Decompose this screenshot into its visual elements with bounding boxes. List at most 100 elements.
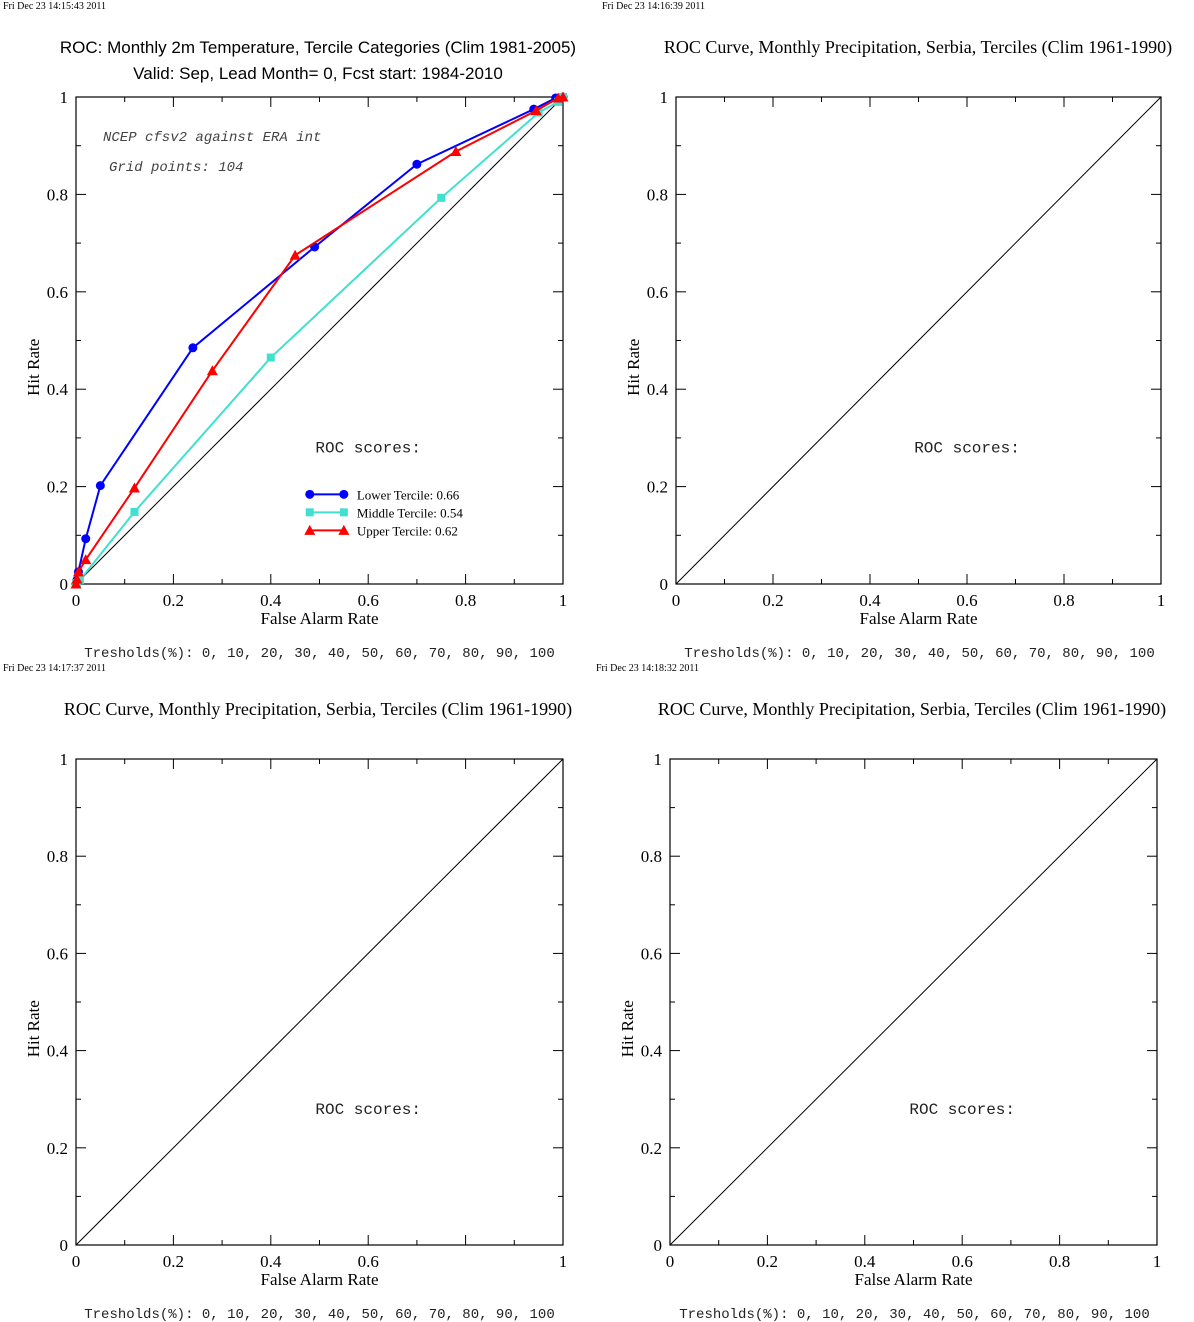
- x-tick-label: 0.2: [163, 591, 184, 610]
- x-axis-label: False Alarm Rate: [260, 1270, 378, 1289]
- roc-scores-label: ROC scores:: [315, 440, 421, 458]
- y-tick-label: 0.2: [647, 478, 668, 497]
- legend-label: Lower Tercile: 0.66: [357, 487, 460, 502]
- x-tick-label: 0.6: [358, 591, 379, 610]
- y-tick-label: 0.6: [641, 944, 662, 963]
- y-tick-label: 0.6: [647, 283, 668, 302]
- thresholds-label: Tresholds(%): 0, 10, 20, 30, 40, 50, 60,…: [679, 1307, 1149, 1322]
- x-tick-label: 0.2: [762, 591, 783, 610]
- no-skill-diagonal: [675, 96, 1162, 585]
- y-tick-label: 0.2: [641, 1139, 662, 1158]
- timestamp: Fri Dec 23 14:16:39 2011: [602, 1, 705, 12]
- timestamp: Fri Dec 23 14:18:32 2011: [596, 663, 699, 674]
- data-point: [95, 481, 105, 491]
- x-tick-label: 0: [666, 1252, 675, 1271]
- model-annotation: NCEP cfsv2 against ERA int: [103, 130, 321, 146]
- chart-panel-1: Fri Dec 23 14:15:43 2011 ROC: Monthly 2m …: [3, 1, 576, 662]
- x-tick-label: 0.4: [260, 591, 282, 610]
- x-tick-label: 0: [672, 591, 681, 610]
- thresholds-label: Tresholds(%): 0, 10, 20, 30, 40, 50, 60,…: [84, 646, 554, 662]
- roc-scores-label: ROC scores:: [914, 440, 1020, 458]
- y-tick-label: 1: [60, 88, 69, 107]
- x-tick-label: 0.6: [956, 591, 977, 610]
- legend-marker: [304, 524, 316, 535]
- x-tick-label: 0.8: [455, 591, 476, 610]
- chart-panel-3: Fri Dec 23 14:17:37 2011 ROC Curve, Month…: [3, 663, 572, 1322]
- y-tick-label: 0.2: [47, 1139, 68, 1158]
- y-tick-label: 0.4: [47, 380, 69, 399]
- legend-marker: [305, 508, 314, 517]
- chart-subtitle: Valid: Sep, Lead Month= 0, Fcst start: 1…: [133, 64, 503, 83]
- y-tick-label: 0: [654, 1236, 663, 1255]
- roc-scores-label: ROC scores:: [909, 1101, 1015, 1119]
- data-point: [70, 578, 82, 589]
- y-tick-label: 0.4: [641, 1042, 663, 1061]
- data-point: [412, 159, 422, 169]
- data-point: [72, 566, 84, 577]
- x-tick-label: 0.4: [854, 1252, 876, 1271]
- roc-scores-label: ROC scores:: [315, 1101, 421, 1119]
- y-axis-label: Hit Rate: [24, 339, 43, 396]
- data-point: [128, 482, 140, 493]
- chart-title: ROC Curve, Monthly Precipitation, Serbia…: [658, 699, 1166, 720]
- no-skill-diagonal: [75, 96, 564, 585]
- y-tick-label: 0.4: [47, 1042, 69, 1061]
- x-tick-label: 1: [1157, 591, 1166, 610]
- no-skill-diagonal: [669, 758, 1158, 1246]
- no-skill-diagonal: [75, 758, 564, 1246]
- legend-marker: [338, 524, 350, 535]
- y-tick-label: 1: [654, 750, 663, 769]
- x-tick-label: 0.4: [260, 1252, 282, 1271]
- y-tick-label: 0.8: [47, 847, 68, 866]
- grid-points-annotation: Grid points: 104: [109, 160, 243, 176]
- data-point: [530, 105, 542, 116]
- legend-marker: [305, 489, 315, 499]
- x-tick-label: 0.2: [757, 1252, 778, 1271]
- x-tick-label: 0: [72, 1252, 81, 1271]
- series-triangle: Upper Tercile: 0.62: [70, 91, 569, 589]
- data-point: [450, 146, 462, 157]
- y-tick-label: 1: [660, 88, 669, 107]
- y-tick-label: 0.6: [47, 944, 68, 963]
- chart-title: ROC: Monthly 2m Temperature, Tercile Cat…: [60, 38, 576, 57]
- y-tick-label: 0.6: [47, 283, 68, 302]
- x-tick-label: 0.2: [163, 1252, 184, 1271]
- y-tick-label: 0: [660, 575, 669, 594]
- data-point: [552, 92, 564, 103]
- x-tick-label: 0: [72, 591, 81, 610]
- y-tick-label: 0.4: [647, 380, 669, 399]
- chart-panel-4: Fri Dec 23 14:18:32 2011 ROC Curve, Month…: [596, 663, 1166, 1322]
- thresholds-label: Tresholds(%): 0, 10, 20, 30, 40, 50, 60,…: [684, 646, 1154, 662]
- data-point: [81, 534, 91, 544]
- y-tick-label: 0.8: [647, 185, 668, 204]
- y-tick-label: 0: [60, 1236, 69, 1255]
- data-point: [266, 353, 275, 362]
- x-tick-label: 1: [559, 1252, 568, 1271]
- timestamp: Fri Dec 23 14:17:37 2011: [3, 663, 106, 674]
- legend-label: Upper Tercile: 0.62: [357, 523, 458, 538]
- x-axis-label: False Alarm Rate: [859, 609, 977, 628]
- y-tick-label: 1: [60, 750, 69, 769]
- y-axis-label: Hit Rate: [24, 1000, 43, 1057]
- thresholds-label: Tresholds(%): 0, 10, 20, 30, 40, 50, 60,…: [84, 1307, 554, 1322]
- y-tick-label: 0.8: [641, 847, 662, 866]
- x-tick-label: 0.8: [1049, 1252, 1070, 1271]
- legend-marker: [339, 508, 348, 517]
- chart-title: ROC Curve, Monthly Precipitation, Serbia…: [664, 37, 1172, 58]
- data-point: [188, 343, 198, 353]
- legend-label: Middle Tercile: 0.54: [357, 505, 464, 520]
- data-point: [80, 554, 92, 565]
- x-tick-label: 1: [1153, 1252, 1162, 1271]
- timestamp: Fri Dec 23 14:15:43 2011: [3, 1, 106, 12]
- data-point: [130, 507, 139, 516]
- x-axis-label: False Alarm Rate: [260, 609, 378, 628]
- chart-title: ROC Curve, Monthly Precipitation, Serbia…: [64, 699, 572, 720]
- x-tick-label: 0.6: [952, 1252, 973, 1271]
- x-tick-label: 0.8: [1053, 591, 1074, 610]
- data-point: [206, 365, 218, 376]
- y-tick-label: 0: [60, 575, 69, 594]
- data-point: [289, 249, 301, 260]
- y-axis-label: Hit Rate: [624, 339, 643, 396]
- y-axis-label: Hit Rate: [618, 1000, 637, 1057]
